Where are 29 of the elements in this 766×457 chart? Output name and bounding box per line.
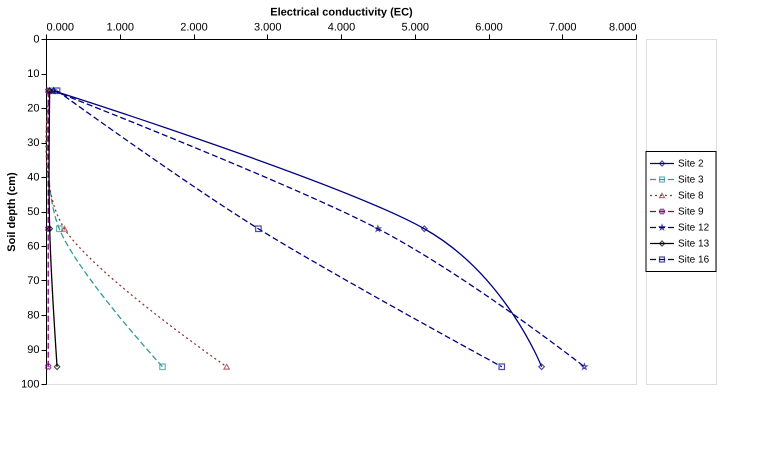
y-tick-label: 50 xyxy=(27,206,40,218)
legend-label: Site 8 xyxy=(678,190,704,202)
y-tick-label: 10 xyxy=(27,68,40,80)
legend-label: Site 13 xyxy=(678,238,710,250)
y-tick-label: 100 xyxy=(21,378,40,390)
y-tick-label: 60 xyxy=(27,240,40,252)
y-tick-label: 30 xyxy=(27,137,40,149)
x-tick-label: 7.000 xyxy=(548,22,577,34)
x-tick-label: 3.000 xyxy=(254,22,282,34)
y-tick-label: 0 xyxy=(33,34,40,46)
y-tick-label: 20 xyxy=(27,102,40,114)
x-tick-label: 2.000 xyxy=(180,22,208,34)
y-tick-label: 40 xyxy=(27,172,40,184)
x-axis-title: Electrical conductivity (EC) xyxy=(270,6,414,18)
x-tick-label: 1.000 xyxy=(106,22,134,34)
y-axis-title: Soil depth (cm) xyxy=(6,172,18,252)
y-tick-label: 70 xyxy=(27,275,40,287)
x-tick-label: 0.000 xyxy=(46,22,74,34)
x-tick-label: 4.000 xyxy=(328,22,356,34)
x-tick-label: 8.000 xyxy=(608,22,636,34)
y-tick-label: 90 xyxy=(27,344,40,356)
legend-label: Site 9 xyxy=(678,206,704,218)
x-tick-label: 5.000 xyxy=(401,22,430,34)
legend-label: Site 3 xyxy=(678,174,704,186)
y-tick-label: 80 xyxy=(27,310,40,322)
x-tick-label: 6.000 xyxy=(475,22,503,34)
legend-label: Site 16 xyxy=(678,254,710,266)
legend-label: Site 2 xyxy=(678,158,704,170)
legend-label: Site 12 xyxy=(678,222,710,234)
